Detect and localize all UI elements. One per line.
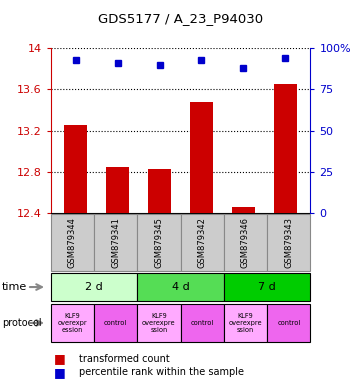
Text: KLF9
overexpre
ssion: KLF9 overexpre ssion (142, 313, 176, 333)
Text: GSM879343: GSM879343 (284, 217, 293, 268)
Bar (232, 207, 255, 213)
Text: percentile rank within the sample: percentile rank within the sample (79, 367, 244, 377)
Bar (106, 167, 129, 213)
Text: time: time (2, 282, 27, 292)
Text: control: control (191, 320, 214, 326)
Text: KLF9
overexpre
ssion: KLF9 overexpre ssion (229, 313, 262, 333)
Text: 7 d: 7 d (258, 282, 276, 292)
Text: ■: ■ (54, 366, 66, 379)
Text: GSM879345: GSM879345 (155, 217, 163, 268)
Text: KLF9
overexpr
ession: KLF9 overexpr ession (57, 313, 87, 333)
Text: GSM879344: GSM879344 (68, 217, 77, 268)
Text: 2 d: 2 d (85, 282, 103, 292)
Bar (274, 84, 297, 213)
Text: ■: ■ (54, 353, 66, 366)
Text: GSM879342: GSM879342 (198, 217, 206, 268)
Text: transformed count: transformed count (79, 354, 170, 364)
Bar (148, 169, 171, 213)
Text: control: control (277, 320, 300, 326)
Text: GDS5177 / A_23_P94030: GDS5177 / A_23_P94030 (98, 12, 263, 25)
Bar (64, 126, 87, 213)
Text: GSM879346: GSM879346 (241, 217, 250, 268)
Text: GSM879341: GSM879341 (111, 217, 120, 268)
Bar (190, 102, 213, 213)
Text: protocol: protocol (2, 318, 42, 328)
Text: control: control (104, 320, 127, 326)
Text: 4 d: 4 d (171, 282, 190, 292)
